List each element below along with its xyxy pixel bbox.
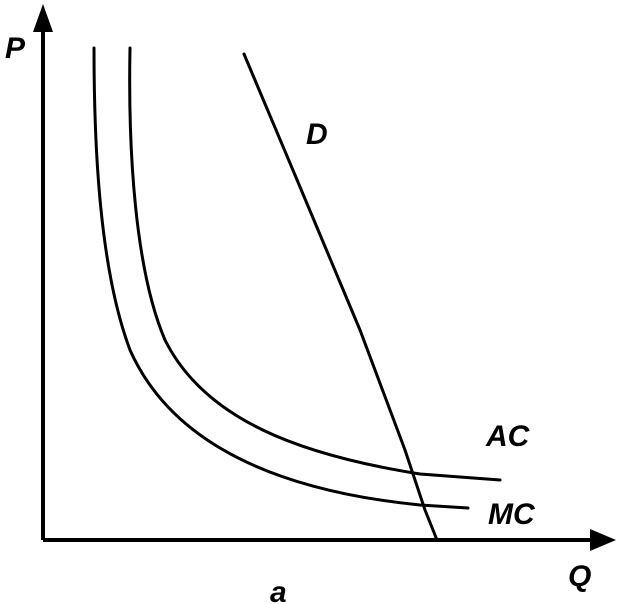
y-axis-arrowhead <box>33 4 53 32</box>
mc-curve <box>92 46 470 510</box>
panel-label: a <box>270 576 287 604</box>
demand-curve-label: D <box>306 118 328 151</box>
demand-curve <box>242 52 439 542</box>
x-axis-arrowhead <box>590 529 616 551</box>
y-axis-label: P <box>5 32 26 65</box>
ac-curve <box>128 46 502 482</box>
x-axis-label: Q <box>568 560 591 593</box>
mc-curve-label: MC <box>488 498 536 531</box>
ac-curve-label: AC <box>485 420 531 453</box>
